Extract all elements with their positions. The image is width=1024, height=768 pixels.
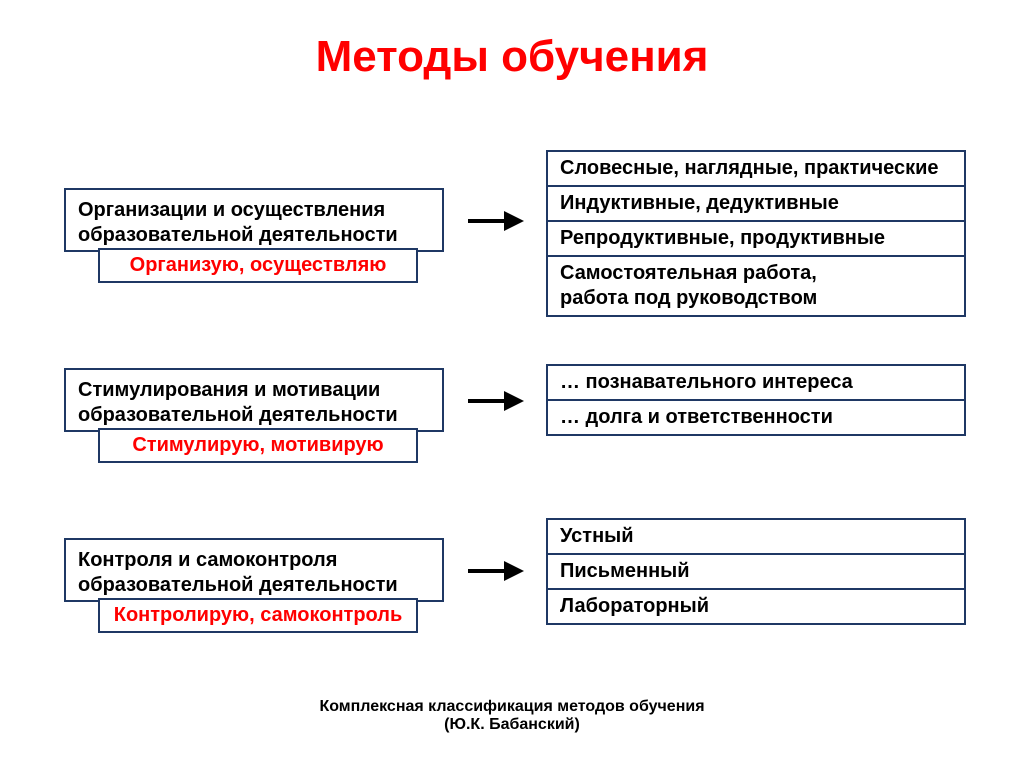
method-box: Индуктивные, дедуктивные — [546, 185, 966, 222]
arrow-icon — [466, 206, 526, 236]
arrow-icon — [466, 386, 526, 416]
page-title: Методы обучения — [0, 0, 1024, 82]
method-box: Самостоятельная работа,работа под руково… — [546, 255, 966, 317]
methods-stack: … познавательного интереса… долга и отве… — [546, 364, 966, 434]
methods-stack: УстныйПисьменныйЛабораторный — [546, 518, 966, 623]
method-box: … долга и ответственности — [546, 399, 966, 436]
method-box: Устный — [546, 518, 966, 555]
category-box: Контроля и самоконтроляобразовательной д… — [64, 538, 444, 602]
caption: Комплексная классификация методов обучен… — [0, 698, 1024, 734]
method-box: … познавательного интереса — [546, 364, 966, 401]
method-box: Письменный — [546, 553, 966, 590]
category-box: Стимулирования и мотивацииобразовательно… — [64, 368, 444, 432]
method-box: Лабораторный — [546, 588, 966, 625]
category-action-box: Стимулирую, мотивирую — [98, 428, 418, 463]
arrow-icon — [466, 556, 526, 586]
category-action-box: Организую, осуществляю — [98, 248, 418, 283]
category-box: Организации и осуществленияобразовательн… — [64, 188, 444, 252]
method-box: Репродуктивные, продуктивные — [546, 220, 966, 257]
methods-stack: Словесные, наглядные, практическиеИндукт… — [546, 150, 966, 315]
method-box: Словесные, наглядные, практические — [546, 150, 966, 187]
category-action-box: Контролирую, самоконтроль — [98, 598, 418, 633]
